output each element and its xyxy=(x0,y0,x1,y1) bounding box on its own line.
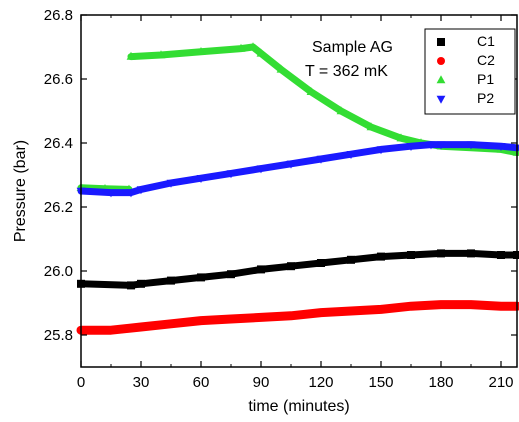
data-point-p2 xyxy=(346,151,356,159)
data-point-p1 xyxy=(336,106,346,115)
annotation-sample: Sample AG xyxy=(312,39,393,56)
data-point-p2 xyxy=(496,143,506,151)
x-tick-label: 90 xyxy=(253,374,270,391)
legend-label-p2: P2 xyxy=(477,90,494,106)
legend-label-c1: C1 xyxy=(477,33,495,49)
data-point-p2 xyxy=(136,186,146,195)
data-point-p2 xyxy=(286,160,296,169)
data-point-c1 xyxy=(377,252,385,261)
data-point-p1 xyxy=(126,51,136,60)
y-axis-label: Pressure (bar) xyxy=(12,140,29,242)
data-point-p1 xyxy=(306,87,316,95)
x-tick-label: 120 xyxy=(308,374,333,391)
data-point-p1 xyxy=(256,48,266,57)
data-point-p2 xyxy=(466,141,476,150)
data-point-p2 xyxy=(126,189,136,198)
x-tick-label: 210 xyxy=(488,374,513,391)
x-tick-label: 60 xyxy=(193,374,210,391)
legend-marker-p1 xyxy=(436,75,446,84)
data-point-c2 xyxy=(227,315,235,323)
legend-marker-c1 xyxy=(437,38,445,46)
data-point-c2 xyxy=(347,307,355,315)
data-point-p2 xyxy=(426,141,436,150)
data-point-c1 xyxy=(167,276,175,285)
data-point-p1 xyxy=(366,122,376,131)
legend-label-c2: C2 xyxy=(477,52,495,68)
data-point-c2 xyxy=(197,316,205,325)
series-c1 xyxy=(77,249,519,290)
data-point-c2 xyxy=(137,323,145,331)
data-point-c2 xyxy=(437,300,445,309)
plot-frame xyxy=(80,14,518,368)
data-point-c1 xyxy=(287,262,295,271)
data-point-c2 xyxy=(467,300,475,309)
data-point-p1 xyxy=(236,43,246,52)
y-tick-label: 26.0 xyxy=(44,263,73,280)
data-point-p2 xyxy=(256,165,266,174)
legend-marker-p2 xyxy=(436,95,446,104)
data-point-p1 xyxy=(396,133,406,142)
series-trace-c2 xyxy=(76,300,519,335)
data-point-c1 xyxy=(347,255,355,264)
data-point-p2 xyxy=(226,170,236,179)
data-point-p2 xyxy=(376,146,386,155)
series-trace-p2 xyxy=(77,141,519,197)
data-point-c1 xyxy=(317,259,325,267)
data-point-c1 xyxy=(467,249,475,258)
data-point-p2 xyxy=(406,143,416,151)
y-tick-label: 26.4 xyxy=(44,135,73,152)
data-point-c2 xyxy=(287,311,295,320)
data-point-c2 xyxy=(107,326,115,335)
y-tick-label: 25.8 xyxy=(44,327,73,344)
y-tick-label: 26.6 xyxy=(44,71,73,88)
data-point-c1 xyxy=(227,270,235,279)
data-point-c1 xyxy=(127,281,135,290)
data-point-p2 xyxy=(196,175,206,183)
data-point-p1 xyxy=(248,42,258,51)
legend: C1 C2 P1 P2 xyxy=(424,28,516,115)
y-tick-label: 26.2 xyxy=(44,199,73,216)
data-point-c1 xyxy=(137,279,145,288)
data-point-c1 xyxy=(497,251,505,259)
data-point-c1 xyxy=(437,249,445,258)
data-point-c1 xyxy=(197,273,205,282)
tick-layer: 0 30 60 90 120 150 180 210 25.8 26.0 26.2 26.4 26.6 2… xyxy=(44,7,517,391)
x-axis-label: time (minutes) xyxy=(248,398,349,415)
series-trace-c1 xyxy=(77,249,519,289)
x-tick-label: 30 xyxy=(133,374,150,391)
legend-marker-c2 xyxy=(437,57,445,65)
data-point-p1 xyxy=(196,47,206,55)
x-tick-label: 150 xyxy=(368,374,393,391)
x-tick-label: 180 xyxy=(428,374,453,391)
data-point-c1 xyxy=(407,251,415,259)
data-point-c2 xyxy=(497,302,505,311)
data-point-c2 xyxy=(377,305,385,314)
data-point-c2 xyxy=(407,302,415,311)
x-tick-label: 0 xyxy=(77,374,85,391)
annotation-temperature: T = 362 mK xyxy=(305,63,388,80)
data-point-c1 xyxy=(513,251,519,259)
data-point-p2 xyxy=(436,141,446,150)
data-point-p2 xyxy=(106,189,116,198)
data-point-p2 xyxy=(166,179,176,188)
data-point-c2 xyxy=(257,313,265,322)
legend-entries: C1 C2 P1 P2 xyxy=(436,33,495,106)
data-point-c2 xyxy=(167,319,175,328)
series-c2 xyxy=(76,300,519,335)
data-point-p1 xyxy=(156,50,166,59)
legend-label-p1: P1 xyxy=(477,71,494,87)
data-point-c2 xyxy=(317,308,325,317)
y-tick-label: 26.8 xyxy=(44,7,73,24)
data-point-c1 xyxy=(257,265,265,274)
data-point-p1 xyxy=(276,64,286,73)
data-point-p2 xyxy=(316,155,326,164)
